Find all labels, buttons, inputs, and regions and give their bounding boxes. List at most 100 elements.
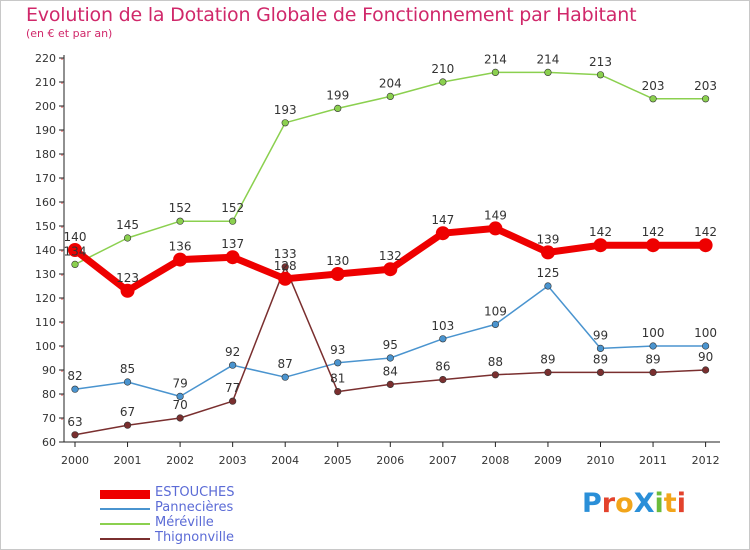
data-point-estouches (435, 226, 450, 241)
y-tick-label: 130 (35, 268, 56, 281)
data-label-pannecieres: 125 (536, 266, 559, 280)
data-label-pannecieres: 93 (330, 343, 345, 357)
data-point-mereville (386, 92, 394, 100)
data-label-thignonville: 90 (698, 350, 713, 364)
y-tick-label: 210 (35, 76, 56, 89)
data-point-estouches (646, 238, 661, 253)
x-tick-label: 2004 (271, 454, 299, 467)
data-point-mereville (176, 217, 184, 225)
data-point-pannecieres (386, 354, 394, 362)
data-point-estouches (593, 238, 608, 253)
x-tick-label: 2007 (429, 454, 457, 467)
logo-letter: r (601, 488, 616, 519)
x-tick-label: 2010 (587, 454, 615, 467)
data-point-estouches (173, 252, 188, 267)
data-label-mereville: 134 (64, 244, 87, 258)
x-tick-label: 2008 (481, 454, 509, 467)
data-point-mereville (701, 95, 710, 103)
data-label-estouches: 142 (642, 225, 665, 239)
y-tick-label: 150 (35, 220, 56, 233)
data-label-pannecieres: 82 (67, 369, 82, 383)
data-point-estouches (278, 271, 293, 286)
logo-letter: X (633, 488, 655, 519)
y-tick-label: 160 (35, 196, 56, 209)
y-tick-label: 90 (42, 364, 56, 377)
data-label-pannecieres: 100 (694, 326, 717, 340)
data-point-thignonville (229, 397, 237, 405)
data-point-pannecieres (439, 335, 447, 343)
data-point-mereville (334, 104, 342, 112)
data-point-thignonville (71, 431, 79, 439)
y-tick-label: 200 (35, 100, 56, 113)
y-tick-label: 70 (42, 412, 56, 425)
data-label-thignonville: 89 (540, 352, 555, 366)
data-label-pannecieres: 79 (172, 376, 187, 390)
data-point-mereville (439, 78, 447, 86)
logo-letter: o (615, 488, 634, 519)
x-tick-label: 2000 (61, 454, 89, 467)
logo-letter: i (676, 488, 686, 519)
series-layer (68, 68, 713, 439)
data-label-mereville: 152 (169, 201, 192, 215)
data-label-mereville: 152 (221, 201, 244, 215)
data-label-thignonville: 89 (645, 352, 660, 366)
data-labels-layer: 134 145 152 152 193 199 204 210 214 214 213 203 203 8… (64, 52, 718, 428)
data-label-thignonville: 63 (67, 415, 82, 429)
proxiti-logo: ProXiti (582, 488, 686, 519)
logo-letter: P (582, 488, 602, 519)
data-label-mereville: 213 (589, 55, 612, 69)
data-point-pannecieres (491, 320, 500, 329)
data-point-thignonville (491, 371, 500, 379)
data-point-estouches (540, 245, 555, 260)
legend-swatch-estouches (100, 490, 150, 499)
data-point-mereville (229, 217, 237, 225)
x-tick-label: 2012 (692, 454, 720, 467)
data-label-estouches: 142 (589, 225, 612, 239)
x-tick-label: 2006 (376, 454, 404, 467)
data-point-estouches (120, 283, 135, 298)
data-label-thignonville: 67 (120, 405, 135, 419)
y-tick-label: 190 (35, 124, 56, 137)
data-point-mereville (649, 95, 657, 103)
data-point-estouches (698, 238, 713, 253)
data-point-thignonville (176, 414, 184, 422)
x-tick-label: 2011 (639, 454, 667, 467)
data-point-thignonville (439, 376, 447, 384)
legend-label-thignonville: Thignonville (155, 530, 235, 545)
y-tick-label: 180 (35, 148, 56, 161)
data-point-thignonville (334, 388, 342, 396)
data-label-estouches: 130 (326, 254, 349, 268)
data-label-pannecieres: 103 (431, 319, 454, 333)
x-tick-label: 2005 (324, 454, 352, 467)
data-label-thignonville: 84 (383, 364, 398, 378)
data-label-estouches: 123 (116, 271, 139, 285)
data-label-pannecieres: 100 (642, 326, 665, 340)
data-label-estouches: 142 (694, 225, 717, 239)
data-label-mereville: 210 (431, 62, 454, 76)
data-point-pannecieres (649, 342, 657, 350)
legend-swatch-pannecieres (100, 508, 150, 510)
data-label-pannecieres: 92 (225, 345, 240, 359)
y-tick-label: 220 (35, 52, 56, 65)
data-label-thignonville: 88 (488, 355, 503, 369)
data-label-pannecieres: 109 (484, 304, 507, 318)
legend-label-estouches: ESTOUCHES (155, 485, 235, 500)
y-tick-label: 170 (35, 172, 56, 185)
data-point-thignonville (596, 368, 605, 377)
data-point-mereville (596, 71, 605, 79)
data-label-thignonville: 77 (225, 381, 240, 395)
data-label-estouches: 132 (379, 249, 402, 263)
x-tick-label: 2002 (166, 454, 194, 467)
data-point-estouches (488, 221, 503, 236)
chart-axes: 60 70 80 90 100 110 120 130 140 150 160 170 180 190 20… (35, 52, 720, 467)
legend-swatch-mereville (100, 523, 150, 525)
data-label-thignonville: 81 (330, 372, 345, 386)
data-point-pannecieres (176, 392, 184, 401)
data-point-estouches (383, 262, 398, 277)
data-label-pannecieres: 85 (120, 362, 135, 376)
y-tick-label: 60 (42, 436, 56, 449)
data-point-pannecieres (701, 342, 710, 350)
data-label-estouches: 140 (64, 230, 87, 244)
data-point-pannecieres (281, 373, 289, 381)
data-label-mereville: 214 (536, 52, 559, 66)
